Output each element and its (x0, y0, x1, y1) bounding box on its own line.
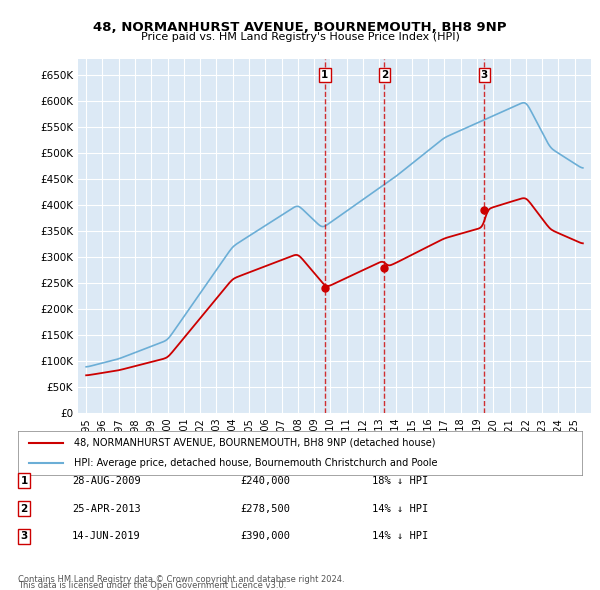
Text: 3: 3 (20, 532, 28, 541)
Text: £240,000: £240,000 (240, 476, 290, 486)
Text: £278,500: £278,500 (240, 504, 290, 513)
Text: 2: 2 (20, 504, 28, 513)
Text: 28-AUG-2009: 28-AUG-2009 (72, 476, 141, 486)
Text: 48, NORMANHURST AVENUE, BOURNEMOUTH, BH8 9NP: 48, NORMANHURST AVENUE, BOURNEMOUTH, BH8… (93, 21, 507, 34)
Text: This data is licensed under the Open Government Licence v3.0.: This data is licensed under the Open Gov… (18, 581, 286, 590)
Text: 14-JUN-2019: 14-JUN-2019 (72, 532, 141, 541)
Text: Contains HM Land Registry data © Crown copyright and database right 2024.: Contains HM Land Registry data © Crown c… (18, 575, 344, 584)
Text: 14% ↓ HPI: 14% ↓ HPI (372, 532, 428, 541)
Text: Price paid vs. HM Land Registry's House Price Index (HPI): Price paid vs. HM Land Registry's House … (140, 32, 460, 42)
Text: £390,000: £390,000 (240, 532, 290, 541)
Text: 1: 1 (321, 70, 329, 80)
Text: 48, NORMANHURST AVENUE, BOURNEMOUTH, BH8 9NP (detached house): 48, NORMANHURST AVENUE, BOURNEMOUTH, BH8… (74, 438, 436, 448)
Text: 2: 2 (381, 70, 388, 80)
Text: 18% ↓ HPI: 18% ↓ HPI (372, 476, 428, 486)
Text: 14% ↓ HPI: 14% ↓ HPI (372, 504, 428, 513)
Text: 25-APR-2013: 25-APR-2013 (72, 504, 141, 513)
Text: HPI: Average price, detached house, Bournemouth Christchurch and Poole: HPI: Average price, detached house, Bour… (74, 458, 438, 468)
Text: 3: 3 (481, 70, 488, 80)
Text: 1: 1 (20, 476, 28, 486)
